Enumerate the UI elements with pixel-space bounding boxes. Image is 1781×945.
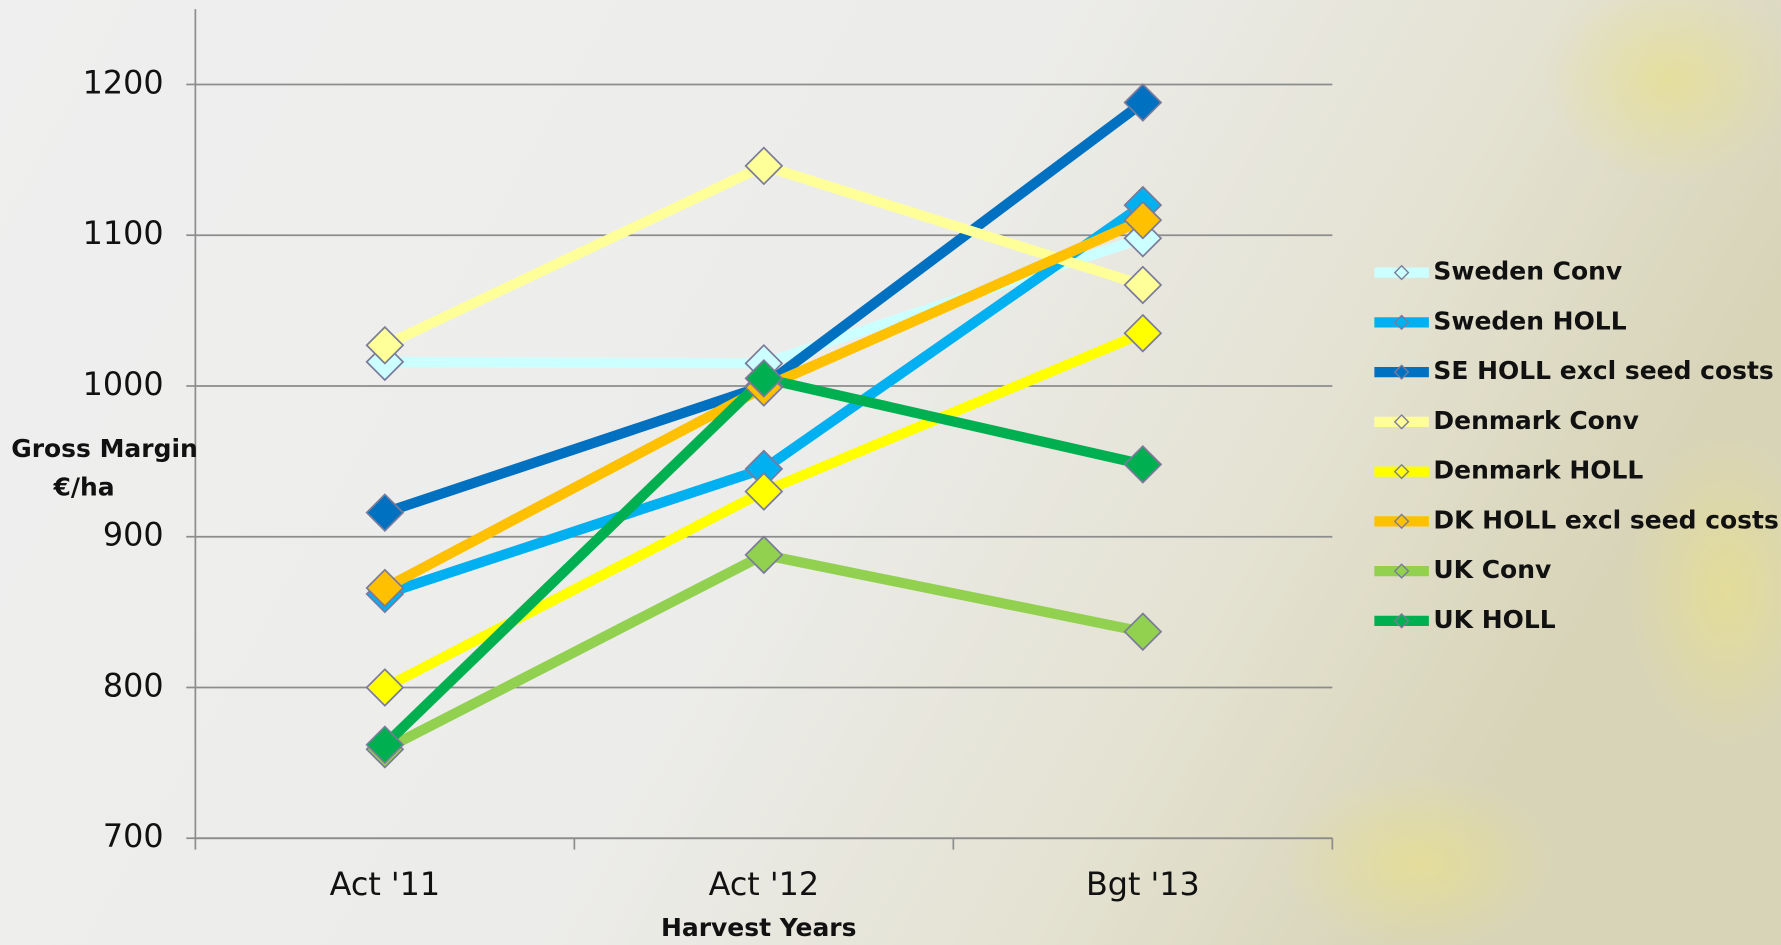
x-tick-label: Act '12 bbox=[709, 866, 819, 903]
point-marker bbox=[365, 725, 405, 765]
point-marker bbox=[744, 472, 784, 511]
legend-label: Denmark HOLL bbox=[1433, 456, 1643, 485]
legend-label: Sweden Conv bbox=[1433, 257, 1622, 286]
legend-marker bbox=[1393, 613, 1410, 629]
y-axis-label: Gross Margin bbox=[11, 434, 198, 463]
legend-marker bbox=[1393, 513, 1410, 530]
legend-marker bbox=[1393, 463, 1410, 480]
legend-marker bbox=[1393, 364, 1410, 380]
y-tick-label: 700 bbox=[103, 818, 164, 855]
point-marker bbox=[744, 359, 784, 398]
point-marker bbox=[744, 535, 784, 575]
y-tick-label: 1100 bbox=[83, 215, 164, 252]
decoration bbox=[1624, 431, 1781, 750]
legend-label: SE HOLL excl seed costs bbox=[1433, 356, 1773, 385]
x-tick-label: Act '11 bbox=[330, 866, 440, 903]
point-marker bbox=[365, 325, 405, 365]
point-marker bbox=[1123, 612, 1163, 652]
decoration bbox=[1544, 0, 1781, 182]
point-marker bbox=[1123, 444, 1163, 484]
legend-label: UK HOLL bbox=[1433, 605, 1555, 634]
y-tick-label: 800 bbox=[103, 667, 164, 704]
legend-label: Sweden HOLL bbox=[1433, 306, 1626, 335]
y-tick-label: 900 bbox=[103, 517, 164, 554]
point-marker bbox=[1123, 200, 1163, 240]
y-tick-label: 1200 bbox=[83, 64, 164, 101]
legend-marker bbox=[1393, 264, 1410, 281]
point-marker bbox=[1123, 313, 1163, 353]
point-marker bbox=[365, 568, 405, 608]
legend-marker bbox=[1393, 414, 1410, 430]
legend-label: Denmark Conv bbox=[1433, 406, 1638, 435]
point-marker bbox=[1123, 83, 1163, 122]
point-marker bbox=[365, 493, 405, 532]
point-marker bbox=[365, 668, 405, 707]
y-axis-label: €/ha bbox=[53, 472, 115, 501]
legend-label: UK Conv bbox=[1433, 555, 1551, 584]
legend-marker bbox=[1393, 314, 1410, 331]
point-marker bbox=[1123, 265, 1163, 305]
legend-label: DK HOLL excl seed costs bbox=[1433, 505, 1778, 534]
point-marker bbox=[744, 146, 784, 186]
y-tick-label: 1000 bbox=[83, 366, 164, 403]
decoration bbox=[1283, 772, 1557, 945]
legend-marker bbox=[1393, 563, 1410, 579]
x-axis-label: Harvest Years bbox=[661, 913, 857, 942]
x-tick-label: Bgt '13 bbox=[1086, 866, 1200, 903]
plot-area: 700 800 900 1000 1100 1200 Act '11 Act '12 Bgt '… bbox=[83, 9, 1779, 903]
